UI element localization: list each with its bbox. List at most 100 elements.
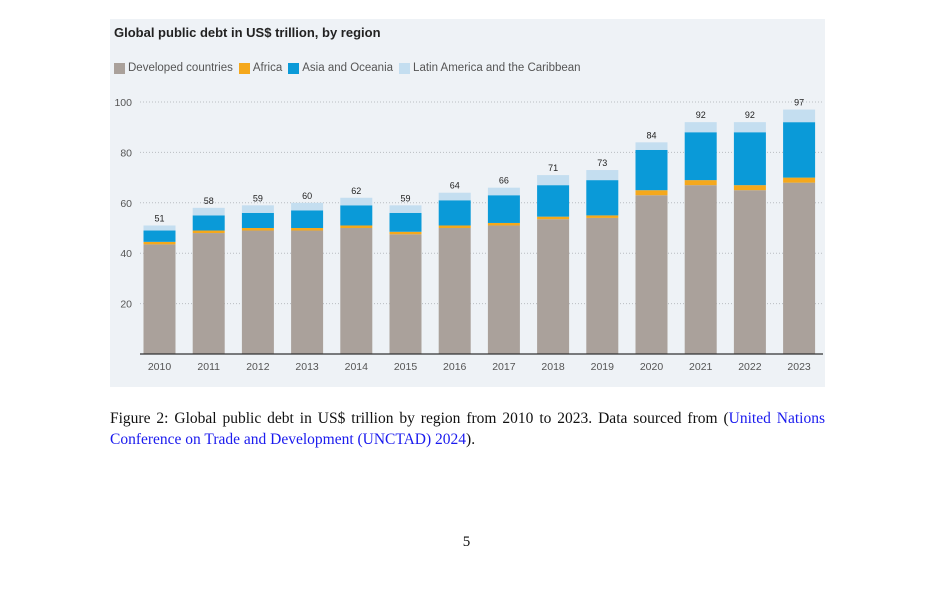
bar-2012-africa	[241, 228, 274, 231]
x-tick-label-2022: 2022	[738, 361, 762, 373]
citation-link[interactable]: United Nations Conference on Trade and D…	[110, 410, 825, 448]
legend-swatch-africa	[238, 62, 250, 74]
bar-2017-asia-and-oceania	[487, 195, 520, 223]
bar-2015-latin-america-and-the-caribbean	[389, 205, 422, 213]
x-tick-label-2017: 2017	[492, 361, 516, 373]
bar-2011-africa	[192, 230, 225, 234]
legend-item-asia-oceania: Asia and Oceania	[288, 62, 393, 74]
bar-2016-latin-america-and-the-caribbean	[438, 192, 471, 201]
bar-2015-africa	[389, 231, 422, 235]
bar-2022-developed-countries	[733, 190, 766, 354]
bar-2013-asia-and-oceania	[291, 210, 324, 228]
x-tick-label-2015: 2015	[394, 361, 418, 373]
chart-panel: Global public debt in US$ trillion, by r…	[110, 19, 825, 387]
total-label-2010: 51	[154, 213, 164, 223]
legend-item-developed: Developed countries	[114, 62, 233, 74]
bar-2021-developed-countries	[684, 185, 717, 354]
total-label-2016: 64	[450, 181, 460, 191]
total-label-2011: 58	[204, 196, 214, 206]
total-label-2022: 92	[745, 110, 755, 120]
bar-2010-africa	[143, 241, 176, 245]
bar-2012-developed-countries	[241, 230, 274, 354]
x-tick-label-2014: 2014	[345, 361, 369, 373]
total-label-2023: 97	[794, 98, 804, 108]
legend-label-latin-america: Latin America and the Caribbean	[413, 62, 581, 74]
figure-caption: Figure 2: Global public debt in US$ tril…	[110, 408, 825, 450]
bar-2017-africa	[487, 222, 520, 226]
bar-2022-asia-and-oceania	[733, 132, 766, 186]
bar-2010-latin-america-and-the-caribbean	[143, 225, 176, 231]
bar-2020-asia-and-oceania	[635, 149, 668, 191]
bar-2014-africa	[340, 225, 373, 228]
total-label-2015: 59	[400, 193, 410, 203]
bar-2010-developed-countries	[143, 244, 176, 354]
bar-2021-asia-and-oceania	[684, 132, 717, 181]
caption-end: ).	[466, 431, 476, 448]
cropped-text-fragment	[330, 0, 510, 3]
bar-2019-africa	[586, 215, 619, 218]
bar-2018-latin-america-and-the-caribbean	[537, 175, 570, 186]
x-tick-label-2023: 2023	[787, 361, 811, 373]
bar-2019-developed-countries	[586, 217, 619, 354]
total-label-2017: 66	[499, 176, 509, 186]
bar-2011-latin-america-and-the-caribbean	[192, 207, 225, 216]
bar-2018-asia-and-oceania	[537, 185, 570, 217]
bar-2016-asia-and-oceania	[438, 200, 471, 226]
bar-2023-latin-america-and-the-caribbean	[783, 109, 816, 123]
bar-2019-asia-and-oceania	[586, 180, 619, 216]
legend-swatch-asia-oceania	[288, 62, 300, 74]
caption-text: Figure 2: Global public debt in US$ tril…	[110, 410, 729, 427]
bar-2018-africa	[537, 216, 570, 220]
bar-2023-developed-countries	[783, 182, 816, 354]
legend-label-africa: Africa	[252, 62, 283, 74]
chart-title: Global public debt in US$ trillion, by r…	[114, 25, 381, 40]
bar-2022-latin-america-and-the-caribbean	[733, 122, 766, 133]
bar-2020-latin-america-and-the-caribbean	[635, 142, 668, 150]
legend-label-developed: Developed countries	[128, 62, 233, 74]
x-tick-label-2018: 2018	[541, 361, 565, 373]
bar-2023-asia-and-oceania	[783, 122, 816, 178]
bar-2015-developed-countries	[389, 234, 422, 354]
bar-2010-asia-and-oceania	[143, 230, 176, 242]
page-number: 5	[462, 534, 471, 550]
legend-swatch-developed	[114, 62, 125, 74]
bar-2022-africa	[733, 185, 766, 191]
x-tick-label-2021: 2021	[689, 361, 713, 373]
bar-2016-developed-countries	[438, 228, 471, 354]
y-tick-label-20: 20	[120, 299, 132, 311]
legend-swatch-latin-america	[399, 62, 411, 74]
x-tick-label-2011: 2011	[197, 361, 220, 373]
bar-2023-africa	[783, 177, 816, 183]
y-tick-label-40: 40	[120, 248, 132, 260]
legend-item-africa: Africa	[238, 62, 283, 74]
x-tick-label-2016: 2016	[443, 361, 467, 373]
bar-2011-asia-and-oceania	[192, 215, 225, 231]
bar-2013-developed-countries	[291, 230, 324, 354]
total-label-2020: 84	[646, 130, 656, 140]
bar-2017-developed-countries	[487, 225, 520, 354]
bar-2017-latin-america-and-the-caribbean	[487, 187, 520, 196]
total-label-2019: 73	[597, 158, 607, 168]
total-label-2021: 92	[696, 110, 706, 120]
bar-2014-developed-countries	[340, 228, 373, 354]
total-label-2012: 59	[253, 193, 263, 203]
bar-2011-developed-countries	[192, 233, 225, 354]
y-tick-label-100: 100	[114, 97, 132, 109]
bar-2012-latin-america-and-the-caribbean	[241, 205, 274, 213]
y-tick-label-60: 60	[120, 198, 132, 210]
bar-2020-developed-countries	[635, 195, 668, 354]
bar-2013-latin-america-and-the-caribbean	[291, 202, 324, 211]
total-label-2014: 62	[351, 186, 361, 196]
total-label-2013: 60	[302, 191, 312, 201]
total-label-2018: 71	[548, 163, 558, 173]
bar-2021-africa	[684, 180, 717, 186]
bar-2014-asia-and-oceania	[340, 205, 373, 226]
chart-legend: Developed countries Africa Asia and Ocea…	[114, 62, 587, 74]
x-tick-label-2020: 2020	[640, 361, 664, 373]
chart-plot-area: 20 40 60 80 100 51 2010 58 2011 59 2012 60 2013 62 201…	[114, 97, 823, 373]
legend-label-asia-oceania: Asia and Oceania	[302, 62, 394, 74]
bar-2014-latin-america-and-the-caribbean	[340, 197, 373, 206]
x-tick-label-2010: 2010	[148, 361, 172, 373]
x-tick-label-2019: 2019	[591, 361, 615, 373]
bar-2013-africa	[291, 228, 324, 231]
